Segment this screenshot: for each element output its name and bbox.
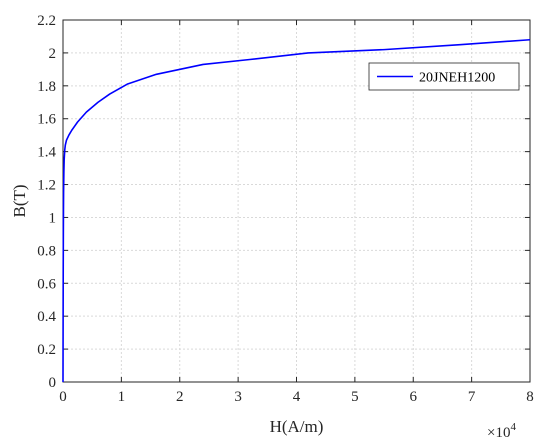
y-tick-label: 1.8 (37, 79, 56, 95)
x-tick-label: 8 (526, 389, 534, 405)
x-tick-label: 0 (59, 389, 67, 405)
exponent-power: 4 (510, 421, 516, 433)
x-tick-label: 2 (176, 389, 184, 405)
x-tick-label: 3 (234, 389, 242, 405)
y-tick-label: 0.4 (37, 309, 56, 325)
x-axis-label: H(A/m) (270, 417, 324, 436)
legend: 20JNEH1200 (368, 62, 520, 91)
y-tick-label: 1.4 (37, 145, 56, 161)
x-tick-label: 1 (118, 389, 126, 405)
series-layer (62, 38, 531, 383)
y-tick-label: 0.6 (37, 276, 56, 292)
x-tick-label: 7 (468, 389, 476, 405)
y-tick-label: 0.8 (37, 243, 56, 259)
y-tick-label: 1.2 (37, 178, 56, 194)
exponent-base: ×10 (487, 425, 510, 441)
grid-lines (63, 20, 530, 382)
x-tick-label: 6 (410, 389, 418, 405)
y-axis-label: B(T) (10, 184, 29, 217)
legend-entry-label: 20JNEH1200 (419, 71, 495, 86)
y-tick-label: 2.2 (37, 13, 56, 29)
series-line-20jneh1200 (62, 38, 531, 383)
x-tick-label: 4 (293, 389, 301, 405)
x-axis-exponent: ×104 (487, 421, 516, 441)
y-tick-label: 0.2 (37, 342, 56, 358)
y-tick-label: 0 (49, 375, 57, 391)
x-tick-label: 5 (351, 389, 359, 405)
axis-ticks: 0 1 2 3 4 5 6 7 8 0 0.2 0.4 0.6 0.8 1 1.2 1.4 1.6 1.8 2 2.2 (37, 13, 534, 405)
y-tick-label: 1.6 (37, 112, 56, 128)
y-tick-label: 2 (49, 46, 57, 62)
y-tick-label: 1 (49, 210, 57, 226)
